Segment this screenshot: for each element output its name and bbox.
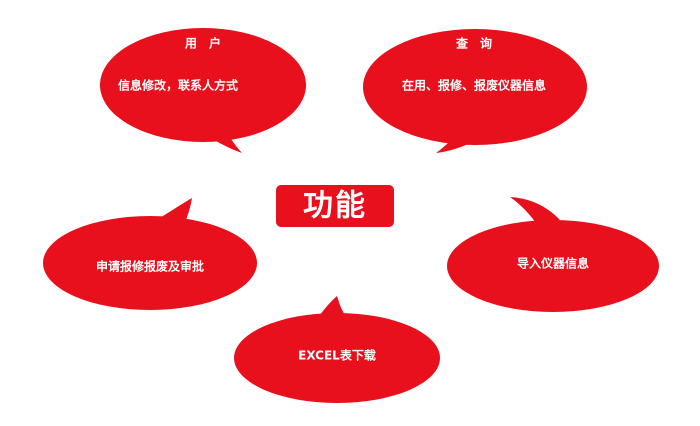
bubble-user-heading: 用 户 bbox=[184, 36, 221, 51]
bubble-excel: EXCEL表下载 bbox=[234, 296, 440, 403]
bubble-query-text: 在用、报修、报废仪器信息 bbox=[402, 78, 546, 93]
center-label: 功能 bbox=[303, 189, 367, 224]
center-box: 功能 bbox=[276, 185, 394, 227]
bubble-apply-tail bbox=[150, 198, 192, 232]
bubble-apply-text: 申请报修报废及审批 bbox=[96, 259, 204, 274]
bubble-apply-shape bbox=[43, 216, 257, 310]
bubble-user: 用 户 信息修改，联系人方式 bbox=[100, 28, 306, 153]
bubble-import-shape bbox=[447, 220, 659, 312]
bubble-user-text: 信息修改，联系人方式 bbox=[118, 78, 238, 93]
bubble-excel-tail bbox=[318, 296, 348, 318]
bubble-user-shape bbox=[100, 28, 306, 142]
center-box-shape bbox=[276, 185, 394, 227]
bubble-excel-text: EXCEL表下载 bbox=[298, 348, 376, 363]
bubble-query-tail bbox=[436, 130, 482, 153]
bubble-import-text: 导入仪器信息 bbox=[517, 256, 589, 271]
bubble-excel-shape bbox=[234, 313, 440, 403]
bubble-query: 查 询 在用、报修、报废仪器信息 bbox=[363, 29, 587, 153]
bubble-import: 导入仪器信息 bbox=[447, 197, 659, 312]
bubble-query-heading: 查 询 bbox=[455, 36, 492, 51]
bubble-import-tail bbox=[510, 197, 560, 226]
bubble-user-tail bbox=[200, 120, 242, 153]
bubble-apply: 申请报修报废及审批 bbox=[43, 198, 257, 310]
bubble-query-shape bbox=[363, 29, 587, 145]
